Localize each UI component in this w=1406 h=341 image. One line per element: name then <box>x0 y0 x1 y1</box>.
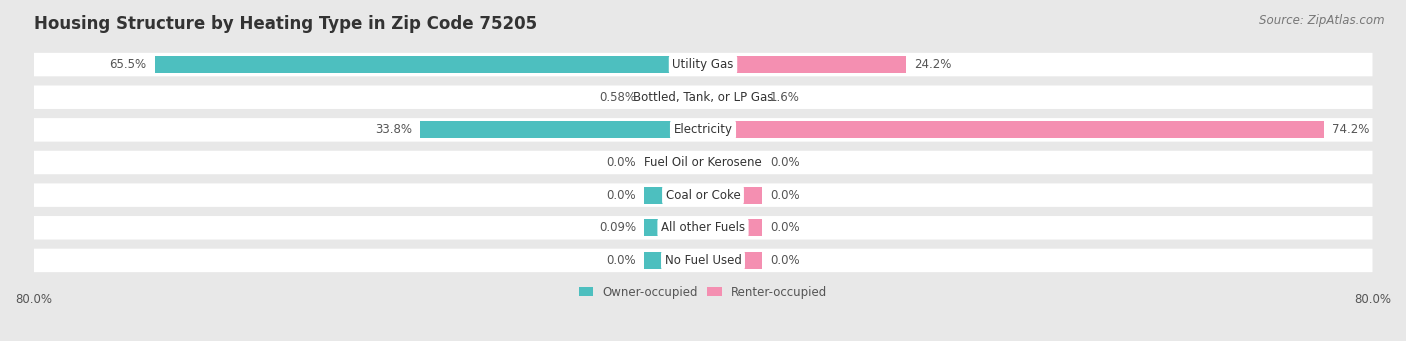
Text: Utility Gas: Utility Gas <box>672 58 734 71</box>
Bar <box>644 154 703 171</box>
Legend: Owner-occupied, Renter-occupied: Owner-occupied, Renter-occupied <box>579 285 827 299</box>
Text: 74.2%: 74.2% <box>1333 123 1369 136</box>
Bar <box>703 252 762 269</box>
Text: 0.58%: 0.58% <box>599 91 636 104</box>
Bar <box>644 252 703 269</box>
Bar <box>703 89 762 106</box>
Text: 0.09%: 0.09% <box>599 221 636 234</box>
Text: 0.0%: 0.0% <box>606 156 636 169</box>
Text: 0.0%: 0.0% <box>770 254 800 267</box>
Text: Housing Structure by Heating Type in Zip Code 75205: Housing Structure by Heating Type in Zip… <box>34 15 537 33</box>
FancyBboxPatch shape <box>34 216 1372 239</box>
Text: 65.5%: 65.5% <box>110 58 146 71</box>
Bar <box>703 187 762 204</box>
Text: 24.2%: 24.2% <box>914 58 952 71</box>
FancyBboxPatch shape <box>34 249 1372 272</box>
Bar <box>155 56 703 73</box>
Bar <box>703 56 905 73</box>
FancyBboxPatch shape <box>34 183 1372 207</box>
Text: 0.0%: 0.0% <box>770 156 800 169</box>
Bar <box>703 121 1324 138</box>
Bar <box>703 154 762 171</box>
FancyBboxPatch shape <box>34 118 1372 142</box>
Text: 0.0%: 0.0% <box>770 189 800 202</box>
Bar <box>644 89 703 106</box>
Text: No Fuel Used: No Fuel Used <box>665 254 741 267</box>
Text: Fuel Oil or Kerosene: Fuel Oil or Kerosene <box>644 156 762 169</box>
Text: Source: ZipAtlas.com: Source: ZipAtlas.com <box>1260 14 1385 27</box>
Text: 33.8%: 33.8% <box>375 123 412 136</box>
Bar <box>644 187 703 204</box>
Text: Bottled, Tank, or LP Gas: Bottled, Tank, or LP Gas <box>633 91 773 104</box>
Text: All other Fuels: All other Fuels <box>661 221 745 234</box>
FancyBboxPatch shape <box>34 53 1372 76</box>
Bar <box>420 121 703 138</box>
Text: 0.0%: 0.0% <box>606 189 636 202</box>
Text: Coal or Coke: Coal or Coke <box>665 189 741 202</box>
Bar <box>644 219 703 236</box>
FancyBboxPatch shape <box>34 151 1372 174</box>
Text: 0.0%: 0.0% <box>770 221 800 234</box>
FancyBboxPatch shape <box>34 86 1372 109</box>
Text: 1.6%: 1.6% <box>770 91 800 104</box>
Text: Electricity: Electricity <box>673 123 733 136</box>
Text: 0.0%: 0.0% <box>606 254 636 267</box>
Bar <box>703 219 762 236</box>
